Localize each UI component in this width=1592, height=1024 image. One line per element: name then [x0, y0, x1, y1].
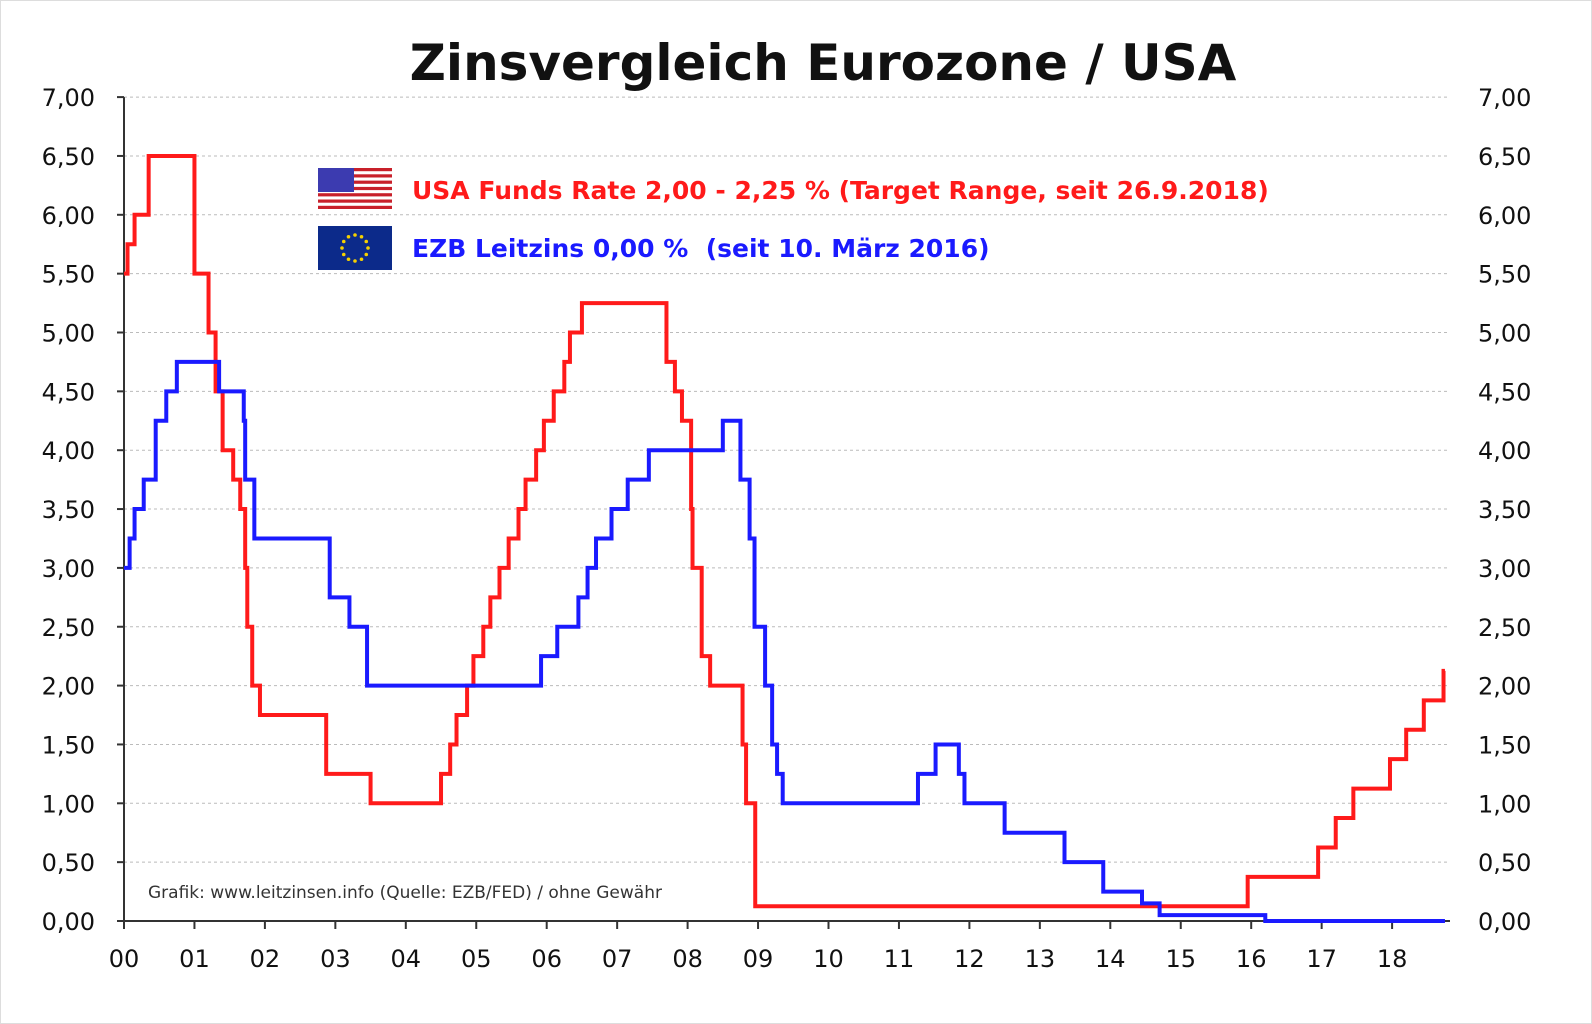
- y-tick-label-right: 1,50: [1478, 731, 1531, 759]
- x-tick-label: 16: [1236, 945, 1267, 973]
- x-tick-label: 07: [602, 945, 633, 973]
- usa-funds-rate-line: [124, 153, 1446, 909]
- legend-ezb: EZB Leitzins 0,00 % (seit 10. März 2016): [412, 234, 990, 263]
- y-tick-label-right: 5,50: [1478, 261, 1531, 289]
- y-tick-label-left: 1,50: [42, 731, 95, 759]
- flag-star: [359, 234, 364, 239]
- flag-star: [346, 234, 351, 239]
- us-flag-icon: [318, 168, 392, 212]
- source-note: Grafik: www.leitzinsen.info (Quelle: EZB…: [148, 883, 662, 903]
- flag-star: [346, 257, 351, 262]
- x-tick-label: 10: [813, 945, 844, 973]
- y-tick-label-right: 4,50: [1478, 378, 1531, 406]
- y-tick-label-right: 2,00: [1478, 673, 1531, 701]
- y-tick-label-right: 3,50: [1478, 496, 1531, 524]
- y-tick-label-left: 2,50: [42, 614, 95, 642]
- y-tick-label-left: 3,50: [42, 496, 95, 524]
- flag-star: [353, 233, 357, 237]
- y-tick-label-left: 5,50: [42, 261, 95, 289]
- axes: 0,00 0,00 0,50 0,50 1,00 1,00 1,50 1,50 2,00 2,00…: [42, 84, 1532, 973]
- x-tick-label: 08: [672, 945, 703, 973]
- flag-star: [359, 257, 364, 262]
- flag-stripe: [318, 180, 392, 184]
- x-tick-label: 13: [1025, 945, 1056, 973]
- flag-star: [341, 239, 346, 244]
- y-tick-label-right: 3,00: [1478, 555, 1531, 583]
- flag-stripe: [318, 193, 392, 197]
- x-tick-label: 05: [461, 945, 492, 973]
- chart-title: Zinsvergleich Eurozone / USA: [410, 34, 1237, 92]
- flag-star: [353, 259, 357, 263]
- y-tick-label-left: 6,00: [42, 202, 95, 230]
- y-tick-label-right: 4,00: [1478, 437, 1531, 465]
- flag-stripe: [318, 168, 392, 172]
- y-tick-label-left: 1,00: [42, 790, 95, 818]
- y-tick-label-right: 0,00: [1478, 908, 1531, 936]
- x-tick-label: 17: [1306, 945, 1337, 973]
- x-tick-label: 02: [250, 945, 281, 973]
- y-tick-label-left: 0,50: [42, 849, 95, 877]
- flag-star: [341, 252, 346, 257]
- x-tick-label: 03: [320, 945, 351, 973]
- flag-star: [366, 246, 370, 250]
- eu-flag-icon: [318, 226, 392, 270]
- flag-star: [340, 246, 344, 250]
- y-tick-label-right: 7,00: [1478, 84, 1531, 112]
- y-tick-label-right: 2,50: [1478, 614, 1531, 642]
- y-tick-label-right: 5,00: [1478, 320, 1531, 348]
- x-tick-label: 11: [884, 945, 915, 973]
- x-tick-label: 09: [743, 945, 774, 973]
- y-tick-label-right: 1,00: [1478, 790, 1531, 818]
- x-tick-label: 14: [1095, 945, 1126, 973]
- legend-usa: USA Funds Rate 2,00 - 2,25 % (Target Ran…: [412, 176, 1269, 205]
- y-tick-label-left: 0,00: [42, 908, 95, 936]
- x-tick-label: 04: [391, 945, 422, 973]
- x-tick-label: 15: [1165, 945, 1196, 973]
- ezb-leitzins-line: [124, 359, 1445, 923]
- y-tick-label-left: 4,00: [42, 437, 95, 465]
- y-tick-label-left: 4,50: [42, 378, 95, 406]
- y-tick-label-left: 7,00: [42, 84, 95, 112]
- flag-star: [364, 252, 369, 257]
- legend: USA Funds Rate 2,00 - 2,25 % (Target Ran…: [318, 168, 1269, 270]
- flag-stripe: [318, 174, 392, 178]
- flag-star: [364, 239, 369, 244]
- y-tick-label-right: 0,50: [1478, 849, 1531, 877]
- x-tick-label: 12: [954, 945, 985, 973]
- series-lines: [124, 153, 1446, 923]
- y-tick-label-left: 5,00: [42, 320, 95, 348]
- x-tick-label: 18: [1377, 945, 1408, 973]
- y-tick-label-right: 6,00: [1478, 202, 1531, 230]
- x-tick-label: 06: [531, 945, 562, 973]
- y-tick-label-right: 6,50: [1478, 143, 1531, 171]
- x-tick-label: 00: [109, 945, 140, 973]
- flag-stripe: [318, 186, 392, 191]
- flag-stripe: [318, 205, 392, 209]
- y-tick-label-left: 3,00: [42, 555, 95, 583]
- x-tick-label: 01: [179, 945, 210, 973]
- y-tick-label-left: 2,00: [42, 673, 95, 701]
- flag-stripe: [318, 199, 392, 203]
- y-tick-label-left: 6,50: [42, 143, 95, 171]
